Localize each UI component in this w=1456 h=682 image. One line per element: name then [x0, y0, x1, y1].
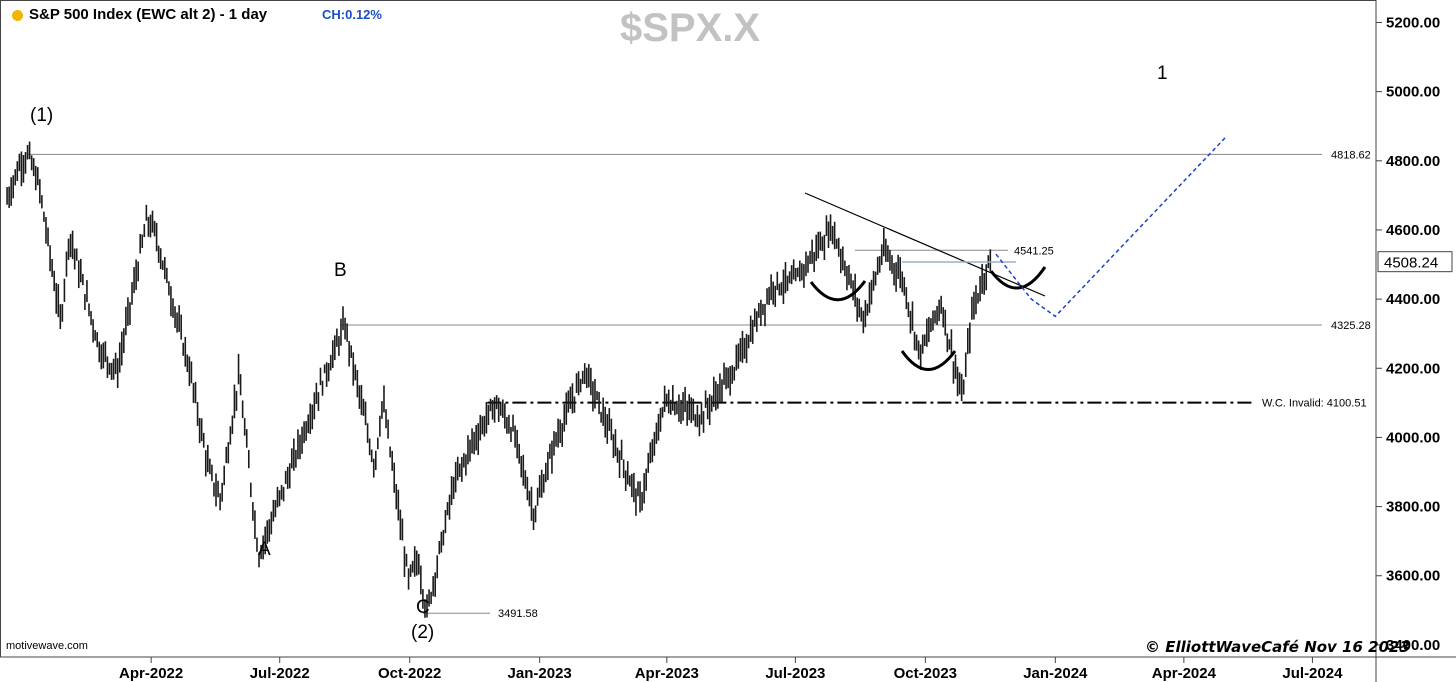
level-label: 4325.28 [1331, 320, 1371, 332]
y-tick-label: 3400.00 [1386, 637, 1440, 654]
last-price-value: 4508.24 [1384, 255, 1438, 272]
head-arc [900, 350, 957, 371]
x-tick-label: Jul-2024 [1282, 665, 1343, 682]
y-tick-label: 3600.00 [1386, 568, 1440, 585]
y-tick-label: 4000.00 [1386, 429, 1440, 446]
y-tick-label: 5000.00 [1386, 84, 1440, 101]
projection-path [995, 136, 1227, 318]
x-tick-label: Oct-2022 [378, 665, 441, 682]
left-shoulder-arc [809, 280, 867, 302]
y-tick-label: 4200.00 [1386, 360, 1440, 377]
wave-label: 1 [1157, 63, 1168, 84]
wave-label: A [258, 539, 271, 560]
x-tick-label: Jul-2023 [765, 665, 825, 682]
trend-line [804, 192, 1046, 297]
x-tick-label: Jul-2022 [250, 665, 310, 682]
x-tick-label: Jan-2024 [1023, 665, 1088, 682]
symbol-watermark: $SPX.X [620, 6, 761, 50]
invalidation-label: W.C. Invalid: 4100.51 [1262, 398, 1367, 410]
plot-border [0, 0, 1377, 658]
x-tick-label: Apr-2023 [635, 665, 699, 682]
y-tick-label: 4600.00 [1386, 222, 1440, 239]
y-tick-label: 3800.00 [1386, 499, 1440, 516]
level-label: 3491.58 [498, 608, 538, 620]
wave-label: (2) [411, 622, 434, 643]
wave-label: (1) [30, 105, 53, 126]
wave-label: C [416, 597, 430, 618]
y-tick-label: 4400.00 [1386, 291, 1440, 308]
symbol-status-dot [12, 10, 23, 21]
x-tick-label: Oct-2023 [894, 665, 957, 682]
x-tick-label: Apr-2022 [119, 665, 183, 682]
level-label: 4541.25 [1014, 245, 1054, 257]
level-label: 4818.62 [1331, 149, 1371, 161]
copyright-notice: © ElliottWaveCafé Nov 16 2023 [1145, 638, 1410, 656]
right-shoulder-arc [989, 266, 1047, 290]
chart-title: S&P 500 Index (EWC alt 2) - 1 day [29, 6, 268, 23]
x-tick-label: Apr-2024 [1152, 665, 1217, 682]
y-tick-label: 4800.00 [1386, 153, 1440, 170]
last-price-tag [1377, 251, 1453, 273]
change-percent: CH:0.12% [322, 7, 382, 22]
x-tick-label: Jan-2023 [508, 665, 572, 682]
wave-label: B [334, 260, 347, 281]
y-tick-label: 5200.00 [1386, 14, 1440, 31]
site-label: motivewave.com [6, 640, 88, 652]
